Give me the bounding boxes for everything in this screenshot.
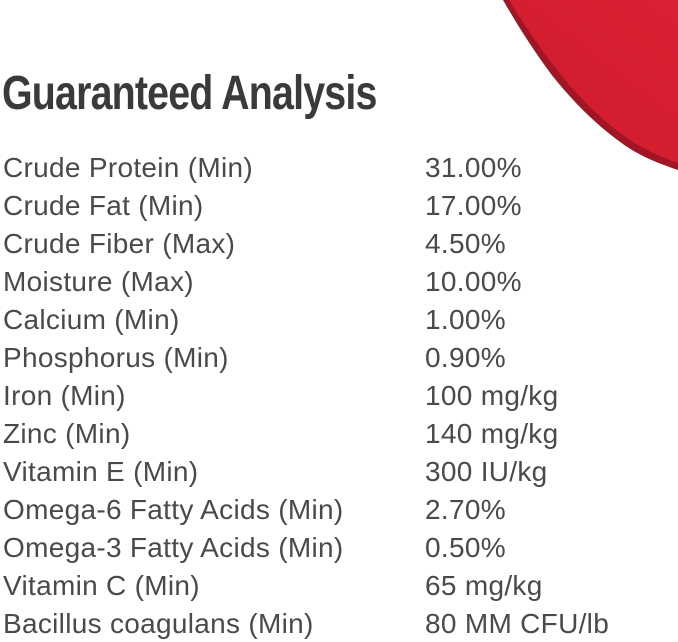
- nutrient-value: 17.00%: [425, 190, 522, 221]
- page-title: Guaranteed Analysis: [2, 67, 377, 120]
- nutrient-value: 2.70%: [425, 494, 506, 525]
- nutrient-label: Omega-6 Fatty Acids (Min): [3, 494, 344, 525]
- nutrient-label: Omega-3 Fatty Acids (Min): [3, 532, 344, 563]
- nutrient-value: 100 mg/kg: [425, 380, 559, 411]
- nutrient-label: Moisture (Max): [3, 266, 194, 297]
- nutrient-value: 300 IU/kg: [425, 456, 548, 487]
- nutrient-label: Vitamin C (Min): [3, 570, 200, 601]
- nutrient-value: 31.00%: [425, 152, 522, 183]
- nutrient-value: 0.50%: [425, 532, 506, 563]
- guaranteed-analysis-table: Crude Protein (Min) 31.00% Crude Fat (Min)…: [0, 149, 678, 642]
- nutrient-value: 10.00%: [425, 266, 522, 297]
- nutrient-value: 80 MM CFU/lb: [425, 608, 610, 639]
- nutrient-label: Crude Fat (Min): [3, 190, 204, 221]
- analysis-row: Vitamin E (Min) 300 IU/kg: [0, 453, 678, 491]
- nutrient-label: Crude Fiber (Max): [3, 228, 236, 259]
- analysis-row: Iron (Min) 100 mg/kg: [0, 377, 678, 415]
- analysis-row: Vitamin C (Min) 65 mg/kg: [0, 567, 678, 605]
- red-wave-edge: [503, 0, 678, 170]
- nutrient-value: 0.90%: [425, 342, 506, 373]
- analysis-row: Bacillus coagulans (Min) 80 MM CFU/lb: [0, 605, 678, 642]
- analysis-row: Calcium (Min) 1.00%: [0, 301, 678, 339]
- nutrient-label: Zinc (Min): [3, 418, 131, 449]
- nutrient-label: Iron (Min): [3, 380, 126, 411]
- analysis-row: Moisture (Max) 10.00%: [0, 263, 678, 301]
- analysis-row: Crude Protein (Min) 31.00%: [0, 149, 678, 187]
- analysis-row: Omega-3 Fatty Acids (Min) 0.50%: [0, 529, 678, 567]
- nutrient-label: Crude Protein (Min): [3, 152, 254, 183]
- red-wave-fill: [509, 0, 678, 163]
- nutrient-label: Bacillus coagulans (Min): [3, 608, 314, 639]
- nutrient-value: 1.00%: [425, 304, 506, 335]
- analysis-row: Omega-6 Fatty Acids (Min) 2.70%: [0, 491, 678, 529]
- nutrient-label: Vitamin E (Min): [3, 456, 199, 487]
- analysis-row: Phosphorus (Min) 0.90%: [0, 339, 678, 377]
- nutrient-value: 140 mg/kg: [425, 418, 559, 449]
- analysis-row: Crude Fat (Min) 17.00%: [0, 187, 678, 225]
- nutrient-label: Phosphorus (Min): [3, 342, 229, 373]
- nutrient-value: 65 mg/kg: [425, 570, 543, 601]
- nutrient-label: Calcium (Min): [3, 304, 180, 335]
- analysis-row: Zinc (Min) 140 mg/kg: [0, 415, 678, 453]
- analysis-row: Crude Fiber (Max) 4.50%: [0, 225, 678, 263]
- nutrient-value: 4.50%: [425, 228, 506, 259]
